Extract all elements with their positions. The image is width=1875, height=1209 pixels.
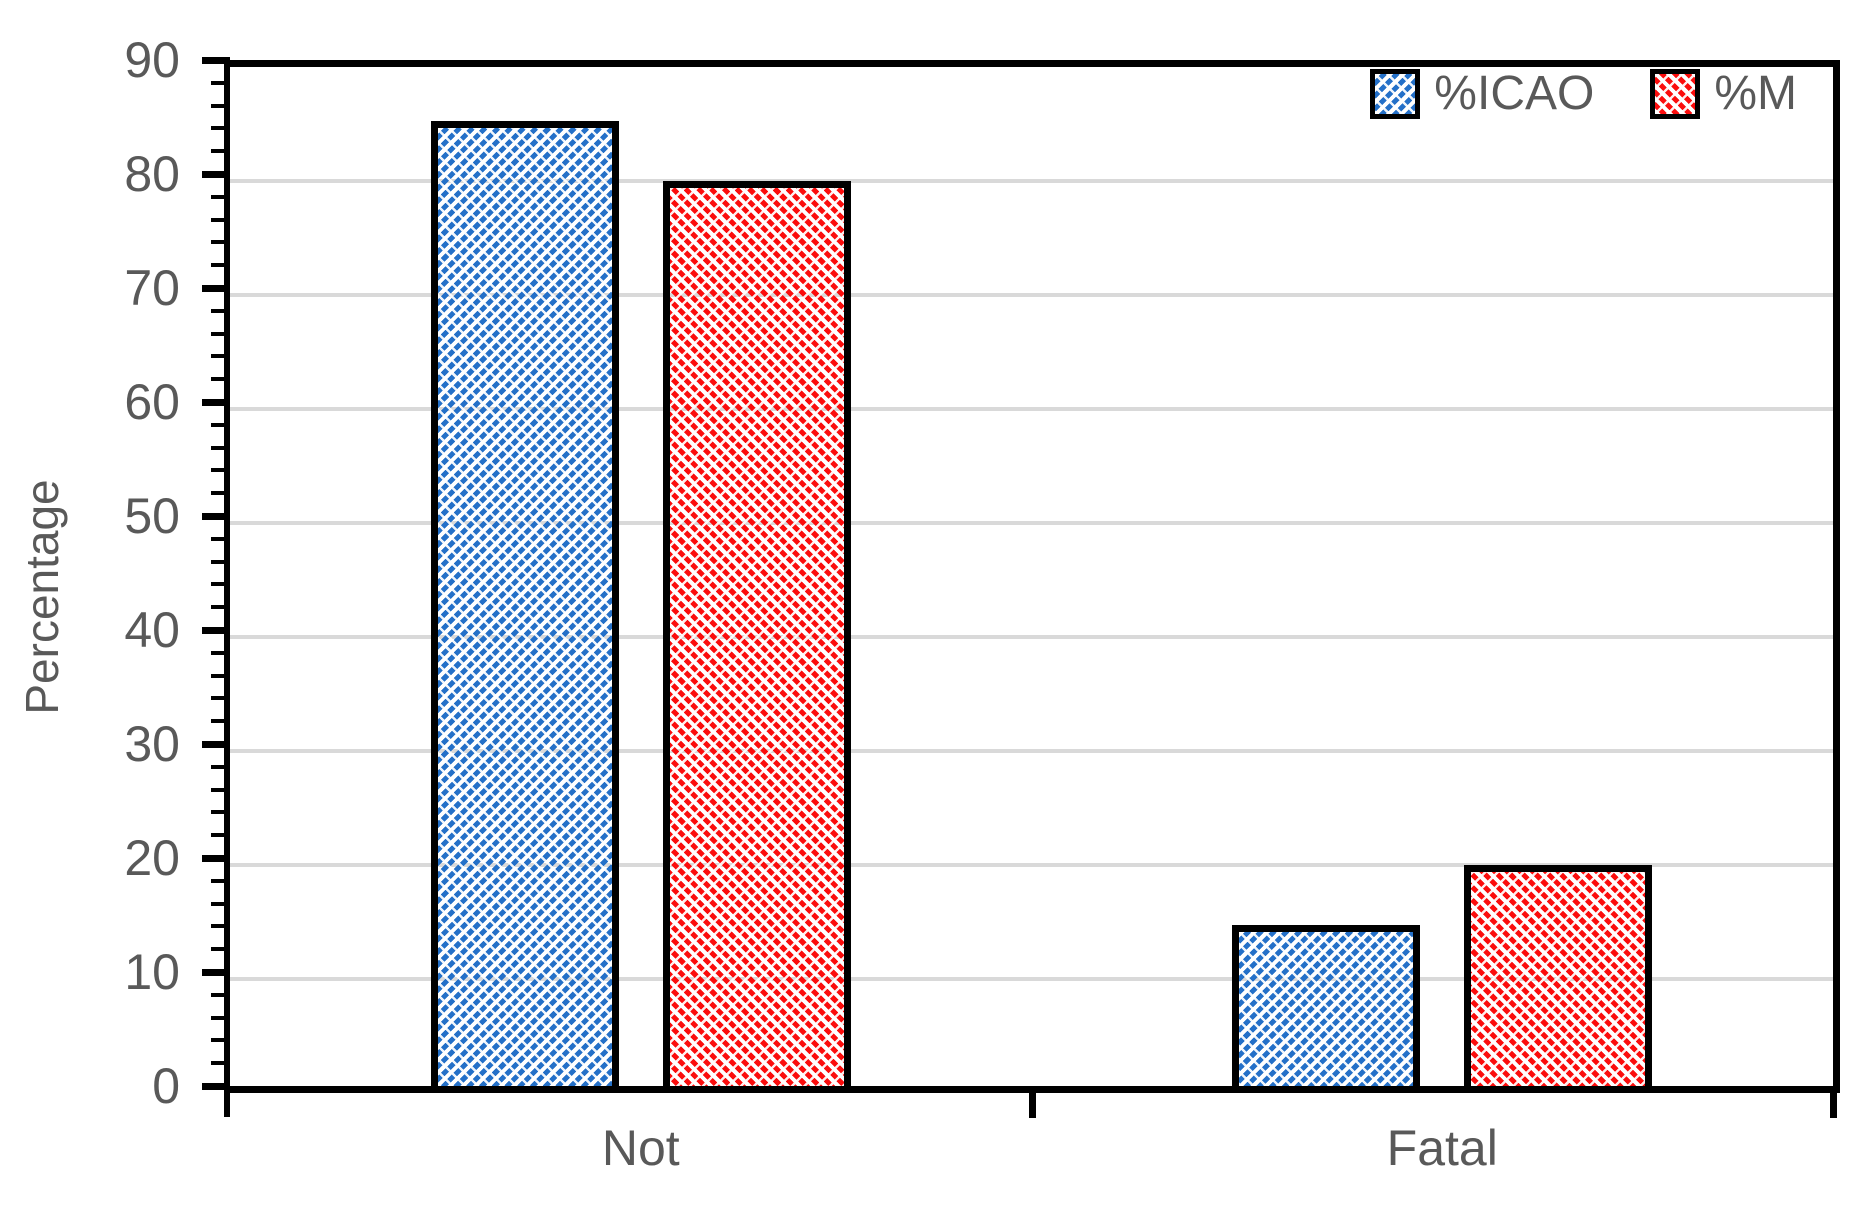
y-minor-tick [211, 764, 230, 769]
y-tick-label-10: 10 [124, 944, 180, 1000]
y-minor-tick [211, 377, 230, 382]
plot-area [230, 60, 1840, 1093]
gridline-30 [230, 749, 1833, 753]
legend-swatch-icon [1650, 69, 1701, 119]
y-minor-tick [211, 308, 230, 313]
gridline-60 [230, 407, 1833, 411]
bar-icao-not [430, 120, 619, 1093]
y-tick-label-60: 60 [124, 374, 180, 430]
y-minor-tick [211, 650, 230, 655]
legend-item-m: %M [1650, 68, 1797, 120]
y-major-tick-90 [202, 57, 230, 64]
y-tick-label-20: 20 [124, 830, 180, 886]
legend-swatch-icon [1370, 69, 1421, 119]
x-boundary-tick-1 [1830, 1093, 1837, 1118]
y-tick-label-70: 70 [124, 260, 180, 316]
gridline-80 [230, 179, 1833, 183]
y-minor-tick [211, 194, 230, 199]
y-major-tick-40 [202, 627, 230, 634]
y-minor-tick [211, 901, 230, 906]
legend-label: %ICAO [1434, 67, 1595, 120]
legend: %ICAO %M [1370, 68, 1797, 120]
y-major-tick-70 [202, 285, 230, 292]
y-minor-tick [211, 924, 230, 929]
y-minor-tick [211, 787, 230, 792]
x-category-label-not: Not [601, 1120, 680, 1176]
x-boundary-tick-0 [1028, 1093, 1036, 1118]
gridline-10 [230, 977, 1833, 981]
bar-icao-fatal [1232, 925, 1421, 1093]
gridline-50 [230, 521, 1833, 525]
y-minor-tick [211, 1038, 230, 1043]
y-minor-tick [211, 536, 230, 541]
y-tick-label-80: 80 [124, 146, 180, 202]
y-minor-tick [211, 126, 230, 131]
y-minor-tick [211, 673, 230, 678]
y-tick-label-30: 30 [124, 716, 180, 772]
y-tick-label-0: 0 [152, 1058, 180, 1114]
y-minor-tick [211, 103, 230, 108]
y-tick-label-50: 50 [124, 488, 180, 544]
y-minor-tick [211, 354, 230, 359]
y-minor-tick [211, 445, 230, 450]
y-minor-tick [211, 80, 230, 85]
gridline-20 [230, 863, 1833, 867]
y-minor-tick [211, 947, 230, 952]
y-tick-label-90: 90 [124, 32, 180, 88]
y-major-tick-80 [202, 171, 230, 178]
bar-m-fatal [1464, 865, 1653, 1093]
y-minor-tick [211, 331, 230, 336]
legend-item-icao: %ICAO [1370, 68, 1594, 120]
y-minor-tick [211, 992, 230, 997]
y-axis-line [224, 57, 230, 1117]
bar-m-not [662, 181, 851, 1093]
x-axis-line [224, 1086, 1840, 1093]
y-minor-tick [211, 263, 230, 268]
y-tick-label-40: 40 [124, 602, 180, 658]
y-major-tick-20 [202, 855, 230, 862]
legend-label: %M [1714, 67, 1797, 120]
y-major-tick-30 [202, 741, 230, 748]
y-minor-tick [211, 422, 230, 427]
y-minor-tick [211, 582, 230, 587]
y-minor-tick [211, 468, 230, 473]
y-minor-tick [211, 1061, 230, 1066]
y-minor-tick [211, 1015, 230, 1020]
y-major-tick-50 [202, 513, 230, 520]
y-minor-tick [211, 605, 230, 610]
y-minor-tick [211, 719, 230, 724]
y-minor-tick [211, 559, 230, 564]
y-minor-tick [211, 878, 230, 883]
y-minor-tick [211, 833, 230, 838]
gridline-70 [230, 293, 1833, 297]
x-category-label-fatal: Fatal [1386, 1120, 1498, 1176]
y-major-tick-0 [202, 1083, 230, 1090]
y-minor-tick [211, 240, 230, 245]
y-major-tick-60 [202, 399, 230, 406]
y-minor-tick [211, 491, 230, 496]
y-major-tick-10 [202, 969, 230, 976]
y-minor-tick [211, 217, 230, 222]
y-minor-tick [211, 696, 230, 701]
gridline-40 [230, 635, 1833, 639]
y-minor-tick [211, 810, 230, 815]
y-minor-tick [211, 149, 230, 154]
